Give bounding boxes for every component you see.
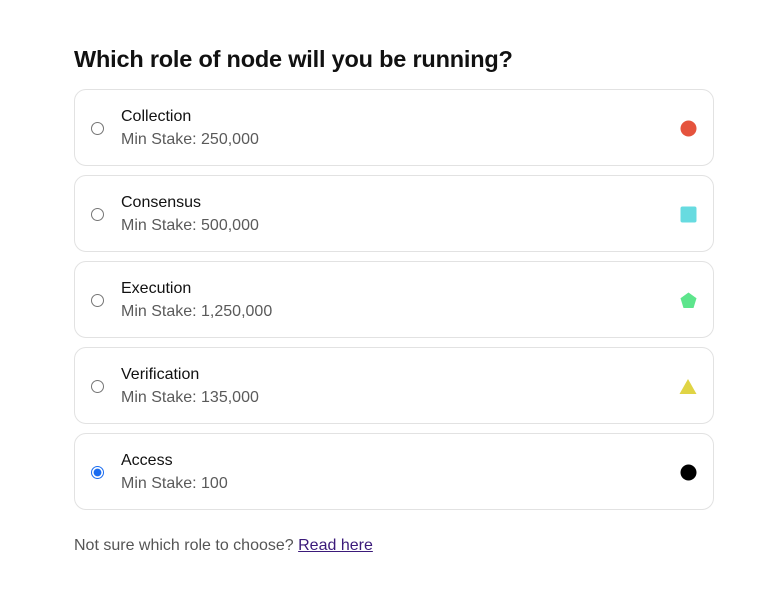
- read-here-link[interactable]: Read here: [298, 537, 373, 554]
- role-list: Collection Min Stake: 250,000 Consensus …: [74, 89, 714, 519]
- role-radio[interactable]: [91, 122, 104, 135]
- role-option-consensus[interactable]: Consensus Min Stake: 500,000: [74, 175, 714, 252]
- role-name: Access: [121, 452, 173, 469]
- help-prompt: Not sure which role to choose?: [74, 537, 299, 554]
- help-text: Not sure which role to choose? Read here: [74, 537, 373, 555]
- role-min-stake: Min Stake: 250,000: [121, 131, 259, 148]
- role-radio[interactable]: [91, 380, 104, 393]
- role-name: Verification: [121, 366, 200, 383]
- pentagon-icon: [680, 292, 697, 308]
- role-min-stake: Min Stake: 500,000: [121, 217, 259, 234]
- role-name: Collection: [121, 108, 192, 125]
- role-option-access[interactable]: Access Min Stake: 100: [74, 433, 714, 510]
- role-radio[interactable]: [91, 294, 104, 307]
- square-icon: [680, 206, 697, 223]
- triangle-icon: [679, 379, 697, 394]
- role-radio[interactable]: [91, 466, 104, 479]
- role-radio[interactable]: [91, 208, 104, 221]
- role-option-verification[interactable]: Verification Min Stake: 135,000: [74, 347, 714, 424]
- role-option-collection[interactable]: Collection Min Stake: 250,000: [74, 89, 714, 166]
- page-title: Which role of node will you be running?: [74, 46, 513, 72]
- circle-icon: [680, 464, 697, 481]
- role-name: Consensus: [121, 194, 202, 211]
- role-name: Execution: [121, 280, 192, 297]
- role-option-execution[interactable]: Execution Min Stake: 1,250,000: [74, 261, 714, 338]
- role-min-stake: Min Stake: 100: [121, 475, 228, 492]
- circle-icon: [680, 120, 697, 137]
- role-min-stake: Min Stake: 1,250,000: [121, 303, 273, 320]
- role-min-stake: Min Stake: 135,000: [121, 389, 259, 406]
